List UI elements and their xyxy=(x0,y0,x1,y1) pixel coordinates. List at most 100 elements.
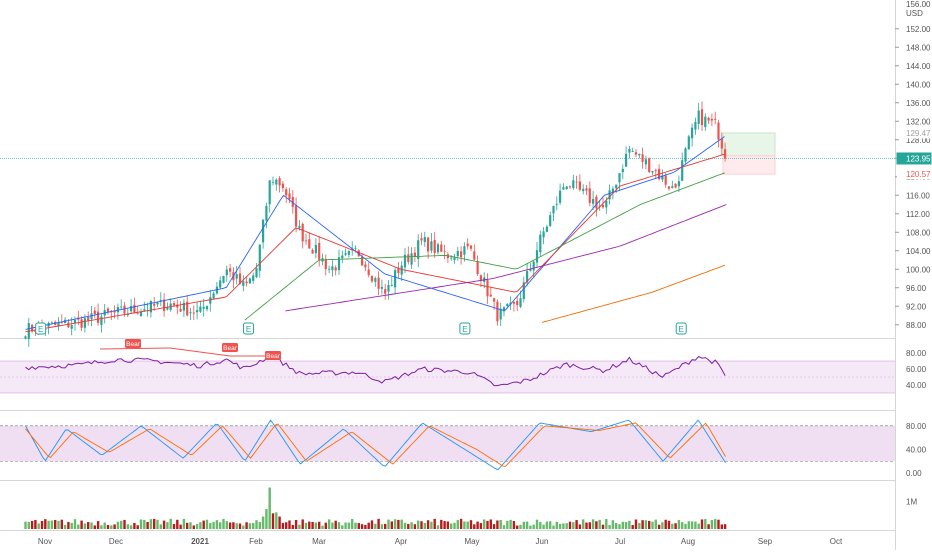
time-axis-label: Mar xyxy=(312,537,326,546)
volume-bar xyxy=(473,524,476,529)
candle-body xyxy=(337,257,341,271)
volume-bar xyxy=(169,518,172,529)
volume-bar xyxy=(677,520,681,529)
volume-bar xyxy=(423,523,426,529)
volume-bar xyxy=(192,525,195,529)
candle-body xyxy=(526,271,529,283)
candle-body xyxy=(704,116,707,128)
candle-body xyxy=(255,268,258,278)
candle-body xyxy=(176,304,179,308)
candle-body xyxy=(106,308,110,313)
candle-body xyxy=(519,298,522,307)
volume-bar xyxy=(555,521,558,529)
volume-bar xyxy=(519,524,522,529)
volume-bar xyxy=(667,520,671,529)
volume-bar xyxy=(225,521,228,529)
candle-body xyxy=(542,231,545,238)
candle-body xyxy=(460,251,463,258)
volume-bar xyxy=(384,523,387,529)
candle-body xyxy=(717,122,720,140)
volume-bar xyxy=(228,522,232,529)
candle-body xyxy=(361,256,364,266)
volume-bar xyxy=(324,522,327,529)
volume-bar xyxy=(374,523,377,529)
volume-bar xyxy=(285,522,288,529)
volume-bar xyxy=(469,520,473,529)
candle-body xyxy=(618,173,621,183)
volume-bar xyxy=(162,520,166,529)
volume-bar xyxy=(476,521,479,529)
volume-bar xyxy=(50,520,54,529)
stochastic-panel[interactable] xyxy=(0,419,895,471)
candle-body xyxy=(390,285,393,287)
candle-body xyxy=(166,307,169,310)
candle-body xyxy=(674,183,677,188)
rsi-panel[interactable]: Bear Bear Bear xyxy=(0,339,895,394)
volume-bar xyxy=(463,521,466,529)
volume-bar xyxy=(357,523,360,529)
volume-bar xyxy=(575,520,578,529)
time-axis[interactable]: Nov Dec 2021 Feb Mar Apr May Jun Jul Aug Sep Oct xyxy=(38,537,843,546)
candle-body xyxy=(186,301,189,316)
volume-bar xyxy=(143,519,146,529)
price-axis[interactable]: 156.00 USD 152.00 148.00 144.00 140.00 136.0… xyxy=(895,0,932,506)
volume-axis-label: 1M xyxy=(906,497,917,506)
candle-body xyxy=(120,306,123,308)
volume-bar xyxy=(572,522,575,529)
position-stop-zone xyxy=(722,155,776,175)
candle-body xyxy=(621,168,624,173)
volume-bar xyxy=(100,525,103,529)
time-axis-label: Jun xyxy=(536,537,549,546)
volume-bar xyxy=(723,524,727,529)
volume-bar xyxy=(93,525,96,529)
volume-panel[interactable] xyxy=(24,487,727,529)
volume-bar xyxy=(67,521,70,529)
candle-body xyxy=(354,248,357,250)
candle-body xyxy=(199,306,202,312)
candle-body xyxy=(285,189,288,196)
volume-bar xyxy=(502,525,506,529)
volume-bar xyxy=(598,519,601,529)
volume-bar xyxy=(281,522,285,529)
candle-body xyxy=(288,193,291,199)
earnings-icon xyxy=(459,322,471,335)
earnings-marker: E xyxy=(35,322,47,335)
volume-bar xyxy=(327,519,331,529)
volume-bar xyxy=(436,525,440,529)
time-axis-label: Jul xyxy=(615,537,625,546)
candle-body xyxy=(651,171,654,173)
candle-body xyxy=(493,298,496,302)
candle-body xyxy=(450,257,453,259)
volume-bar xyxy=(24,521,27,529)
candle-body xyxy=(433,239,436,254)
volume-bar xyxy=(219,522,222,529)
volume-bar xyxy=(166,522,169,529)
time-axis-label: Apr xyxy=(395,537,408,546)
volume-bar xyxy=(707,524,710,529)
candle-body xyxy=(67,322,70,328)
volume-bar xyxy=(331,522,334,529)
candle-body xyxy=(707,117,710,121)
volume-bar xyxy=(608,524,611,529)
candle-body xyxy=(661,175,664,180)
candle-body xyxy=(453,256,456,261)
rsi-axis-label: 40.00 xyxy=(906,381,927,390)
candle-body xyxy=(268,180,271,205)
volume-bar xyxy=(255,520,258,529)
volume-bar xyxy=(615,523,618,529)
time-axis-label: Aug xyxy=(681,537,695,546)
candle-body xyxy=(113,310,116,313)
candle-body xyxy=(235,274,238,279)
price-axis-label: 92.00 xyxy=(906,302,927,311)
volume-bar xyxy=(466,521,469,529)
volume-bar xyxy=(601,524,605,529)
candle-body xyxy=(90,313,93,320)
volume-bar xyxy=(212,521,215,529)
volume-bar xyxy=(209,523,212,529)
candle-body xyxy=(252,275,255,281)
stochastic-axis-label: 0.00 xyxy=(906,469,922,478)
time-axis-label: Nov xyxy=(38,537,52,546)
candle-body xyxy=(634,152,638,155)
